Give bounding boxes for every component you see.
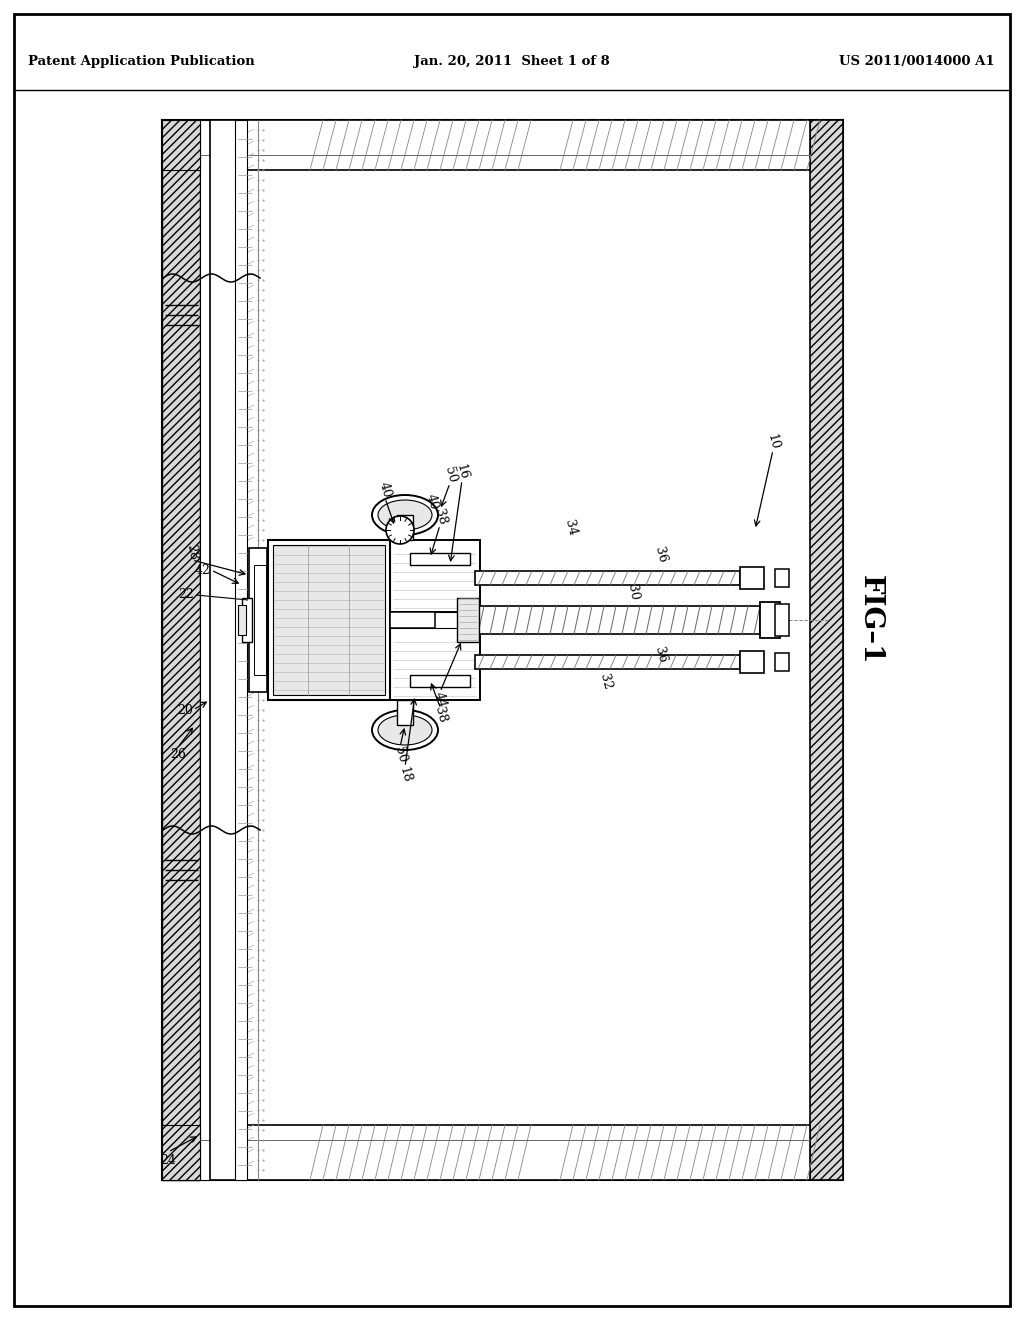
Text: 36: 36 [651,545,669,565]
Bar [390,628,480,700]
Bar [390,612,480,628]
Text: US 2011/0014000 A1: US 2011/0014000 A1 [840,55,995,69]
Bar [760,602,780,638]
Text: 20: 20 [177,704,193,717]
Bar [162,120,810,170]
Bar [249,548,267,692]
Bar [254,565,266,675]
Text: Jan. 20, 2011  Sheet 1 of 8: Jan. 20, 2011 Sheet 1 of 8 [414,55,610,69]
Text: Patent Application Publication: Patent Application Publication [28,55,255,69]
Bar [162,1125,200,1180]
Text: 50: 50 [391,746,409,764]
Text: 40: 40 [377,480,393,499]
Text: 38: 38 [432,508,449,527]
Bar [740,568,764,589]
Ellipse shape [378,500,432,531]
Bar [390,612,435,628]
Text: 16: 16 [454,462,470,482]
Text: 50: 50 [441,466,459,484]
Ellipse shape [372,495,438,535]
Text: 10: 10 [765,433,781,451]
Bar [242,598,252,642]
Bar [457,598,479,642]
Bar [200,120,210,1180]
Text: 38: 38 [432,706,449,725]
Bar [410,553,470,565]
Text: 34: 34 [561,519,579,537]
Bar [162,1125,810,1180]
Bar [475,572,740,585]
Bar [238,605,246,635]
Bar [810,120,843,1180]
Text: 42: 42 [195,564,211,577]
Bar [397,515,413,540]
Text: 18: 18 [396,766,414,784]
Bar [740,651,764,673]
Bar [234,120,247,1180]
Bar [775,653,790,671]
Bar [162,120,200,170]
Text: 32: 32 [597,673,613,692]
Bar [268,540,390,700]
Bar [397,700,413,725]
Text: 28: 28 [184,543,200,561]
Text: 22: 22 [178,589,194,602]
Bar [390,540,480,612]
Bar [475,655,740,669]
Bar [775,569,790,587]
Bar [475,606,760,634]
Bar [410,675,470,686]
Text: 36: 36 [651,645,669,664]
Bar [162,120,843,1180]
Text: 44: 44 [432,690,449,709]
Ellipse shape [378,715,432,744]
Text: 30: 30 [626,583,641,601]
Bar [210,120,238,1180]
Text: FIG–1: FIG–1 [856,576,884,665]
Text: 40: 40 [424,492,440,511]
Bar [162,120,200,1180]
Text: 26: 26 [170,748,186,762]
Bar [273,545,385,696]
Bar [775,605,790,636]
Ellipse shape [372,710,438,750]
Ellipse shape [386,516,414,544]
Text: 24: 24 [160,1154,176,1167]
